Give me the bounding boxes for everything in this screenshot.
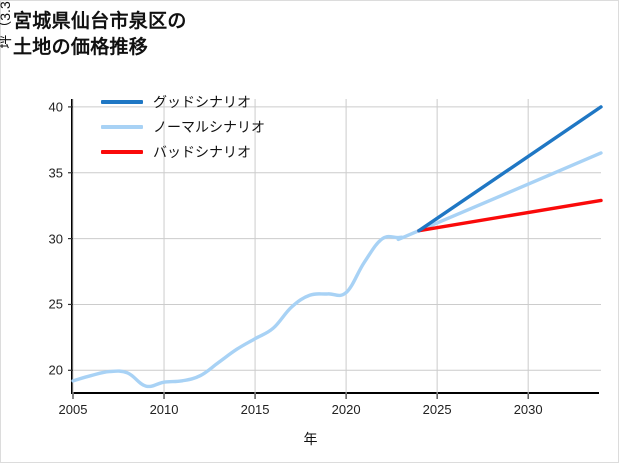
plot-area: 20 25 30 35 40 2005 2010 2015 2020 2025 2030 xyxy=(49,99,603,417)
x-tick-label: 2025 xyxy=(422,402,452,417)
x-tick-label: 2015 xyxy=(240,402,270,417)
x-tick-label: 2030 xyxy=(513,402,543,417)
legend-color-swatch xyxy=(101,124,143,129)
plot-svg xyxy=(68,99,603,399)
x-tick-label: 2010 xyxy=(149,402,179,417)
legend-item[interactable]: グッドシナリオ xyxy=(101,93,265,110)
series-line-ノーマルシナリオ xyxy=(71,151,603,389)
x-axis-label: 年 xyxy=(303,431,318,447)
chart-title: 宮城県仙台市泉区の 土地の価格推移 xyxy=(13,11,187,58)
legend-color-swatch xyxy=(101,149,143,154)
y-tick-label: 35 xyxy=(48,165,63,181)
x-tick-label: 2020 xyxy=(331,402,361,417)
y-tick-label: 25 xyxy=(48,296,63,312)
series-line-グッドシナリオ xyxy=(417,105,603,233)
legend-item[interactable]: バッドシナリオ xyxy=(101,143,265,160)
axis-tick-marks xyxy=(68,106,529,399)
data-series-group xyxy=(71,105,603,389)
gridlines xyxy=(73,106,601,371)
x-tick-label: 2005 xyxy=(58,402,88,417)
y-tick-label: 40 xyxy=(48,99,63,115)
series-line-バッドシナリオ xyxy=(417,198,603,233)
chart-legend: グッドシナリオ ノーマルシナリオ バッドシナリオ xyxy=(101,93,265,160)
x-gridlines xyxy=(72,99,529,394)
legend-item[interactable]: ノーマルシナリオ xyxy=(101,118,265,135)
legend-item-label: グッドシナリオ xyxy=(153,93,251,110)
y-tick-label: 30 xyxy=(48,231,63,247)
legend-color-swatch xyxy=(101,99,143,104)
legend-item-label: ノーマルシナリオ xyxy=(153,118,265,135)
y-tick-label: 20 xyxy=(48,362,63,378)
legend-item-label: バッドシナリオ xyxy=(153,143,251,160)
y-axis-label: 坪（3.3㎡）単価（万円） xyxy=(0,0,15,109)
